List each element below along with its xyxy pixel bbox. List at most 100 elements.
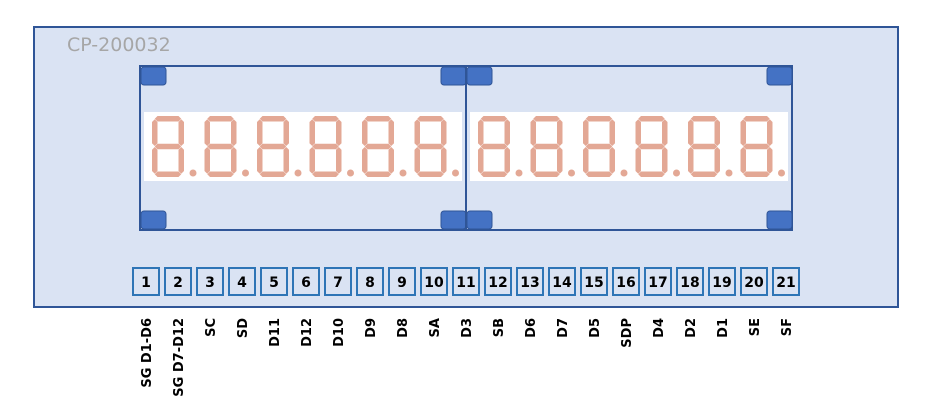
pin-number: 11 [456, 275, 475, 291]
pin-label: D10 [332, 318, 347, 347]
pin-label: D6 [524, 318, 539, 338]
segment [152, 119, 158, 146]
pin-row: 1 2 3 4 5 6 7 8 9 10 11 12 13 14 15 16 17 18 19 20 21 [132, 267, 800, 296]
pin-11: 11 [452, 267, 480, 296]
pin-box [612, 267, 640, 296]
decimal-point [673, 169, 680, 177]
pin-9: 9 [388, 267, 416, 296]
pin-box [548, 267, 576, 296]
segment [504, 147, 510, 174]
decimal-point [347, 169, 354, 177]
pin-5: 5 [260, 267, 288, 296]
segment [152, 147, 158, 174]
pin-13: 13 [516, 267, 544, 296]
pin-number: 3 [205, 275, 215, 291]
decimal-point [568, 169, 575, 177]
segment [154, 116, 182, 122]
segment [530, 119, 536, 146]
pin-number: 6 [301, 275, 311, 291]
pin-3: 3 [196, 267, 224, 296]
segment [767, 147, 773, 174]
segment [688, 119, 694, 146]
segment [388, 147, 394, 174]
segment [478, 147, 484, 174]
segment [417, 143, 444, 150]
segment [609, 119, 615, 146]
corner-pad [140, 66, 167, 86]
segment [154, 143, 182, 150]
pin-label: SF [780, 318, 795, 336]
pin-label: D11 [268, 318, 283, 347]
segment [743, 116, 770, 122]
pin-box [420, 267, 448, 296]
segment [740, 147, 746, 174]
segment [312, 116, 339, 122]
pin-label: D2 [684, 318, 699, 338]
segment [259, 143, 287, 150]
segment [662, 147, 668, 174]
pin-4: 4 [228, 267, 256, 296]
segment [480, 143, 508, 150]
decimal-point [242, 169, 249, 177]
segment [478, 119, 484, 146]
pin-label: D1 [716, 318, 731, 338]
seven-segment-digit [583, 116, 628, 177]
corner-pad [440, 66, 467, 86]
segment [690, 171, 718, 177]
pin-2: 2 [164, 267, 192, 296]
pin-label: SC [204, 318, 219, 337]
segment [557, 119, 563, 146]
corner-pad [766, 66, 793, 86]
segment [638, 171, 665, 177]
segment [178, 147, 184, 174]
pin-number: 4 [237, 275, 247, 291]
pin-box [452, 267, 480, 296]
pin-box [260, 267, 288, 296]
display-modules [139, 65, 793, 231]
segment [638, 116, 665, 122]
pin-number: 13 [520, 275, 539, 291]
corner-pad [440, 210, 467, 230]
pin-box [324, 267, 352, 296]
pin-label: SE [748, 318, 763, 336]
pin-15: 15 [580, 267, 608, 296]
decimal-point [399, 169, 407, 177]
pin-box [164, 267, 192, 296]
segment [309, 147, 315, 174]
pin-label: D5 [588, 318, 603, 338]
pin-number: 12 [488, 275, 507, 291]
segment [557, 147, 563, 174]
segment [635, 119, 641, 146]
pin-16: 16 [612, 267, 640, 296]
segment [283, 147, 289, 174]
segment [688, 147, 694, 174]
pin-number: 21 [776, 275, 795, 291]
segment [364, 143, 392, 150]
pin-box [580, 267, 608, 296]
corner-pad [466, 66, 493, 86]
pin-label: D7 [556, 318, 571, 338]
seven-segment-digit [530, 116, 575, 177]
seven-segment-digit [478, 116, 523, 177]
pin-6: 6 [292, 267, 320, 296]
segment [585, 143, 613, 150]
pin-label: D9 [364, 318, 379, 338]
segment [417, 116, 444, 122]
segment [714, 147, 720, 174]
pin-number: 14 [552, 275, 572, 291]
segment [414, 119, 420, 146]
pin-label: SA [428, 318, 443, 337]
seven-segment-digit [362, 116, 407, 177]
seven-segment-digit [688, 116, 733, 177]
pin-box [676, 267, 704, 296]
pin-label: SB [492, 318, 507, 337]
pin-19: 19 [708, 267, 736, 296]
decimal-point [515, 169, 523, 177]
pin-number: 1 [141, 275, 151, 291]
seven-segment-digit [740, 116, 785, 177]
pin-box [772, 267, 800, 296]
seven-segment-digit [635, 116, 680, 177]
segment [309, 119, 315, 146]
pin-18: 18 [676, 267, 704, 296]
segment [585, 116, 613, 122]
